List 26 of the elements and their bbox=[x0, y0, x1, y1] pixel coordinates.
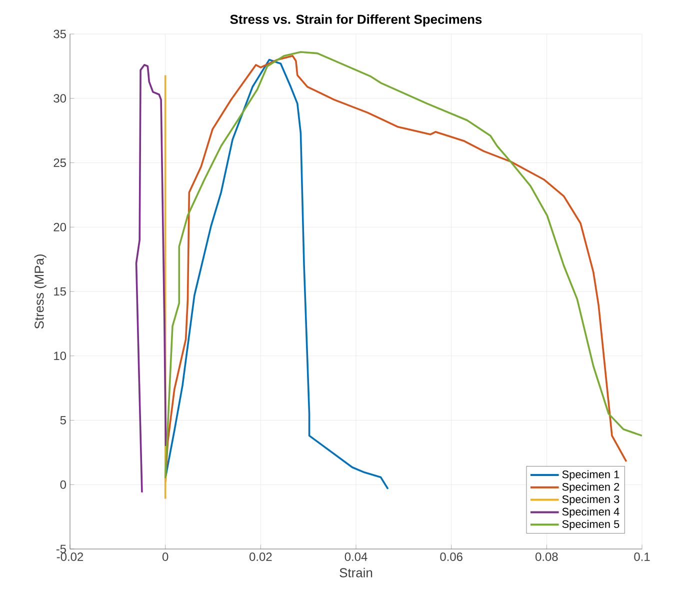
x-tick-label: 0.04 bbox=[344, 552, 368, 561]
legend-label: Specimen 3 bbox=[562, 495, 620, 506]
chart-title: Stress vs. Strain for Different Specimens bbox=[230, 14, 482, 26]
line-series bbox=[164, 58, 389, 490]
y-tick-label: 5 bbox=[60, 416, 66, 424]
line-series bbox=[135, 64, 167, 494]
legend-label: Specimen 1 bbox=[562, 470, 620, 480]
x-tick-label: 0 bbox=[162, 552, 168, 561]
y-tick-label: 30 bbox=[54, 94, 66, 103]
x-tick-label: -0.02 bbox=[56, 552, 84, 561]
x-axis-title: Strain bbox=[340, 568, 372, 578]
y-tick-label: 10 bbox=[54, 352, 66, 360]
x-tick-label: 0.02 bbox=[250, 552, 272, 561]
legend-label: Specimen 5 bbox=[562, 520, 620, 530]
legend-label: Specimen 2 bbox=[562, 482, 620, 493]
y-tick-label: -5 bbox=[56, 544, 66, 554]
y-tick-label: 25 bbox=[54, 158, 66, 167]
x-tick-label: 0.1 bbox=[634, 552, 650, 561]
y-tick-label: 20 bbox=[54, 222, 66, 232]
legend-label: Specimen 4 bbox=[562, 508, 620, 518]
y-tick-label: 15 bbox=[54, 287, 66, 296]
y-axis-title: Stress (MPa) bbox=[34, 254, 46, 329]
x-tick-label: 0.06 bbox=[440, 552, 462, 561]
y-tick-label: 0 bbox=[60, 480, 66, 489]
x-tick-label: 0.08 bbox=[536, 552, 558, 561]
y-tick-label: 35 bbox=[54, 30, 66, 38]
